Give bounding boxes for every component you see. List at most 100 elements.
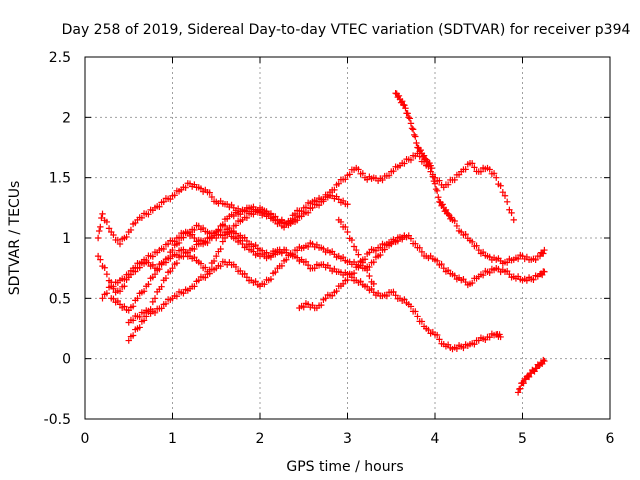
data-point	[451, 272, 458, 279]
data-point	[401, 232, 408, 239]
data-point	[432, 185, 440, 193]
data-point	[283, 246, 290, 254]
x-tick-label: 3	[343, 431, 352, 447]
data-point	[309, 204, 316, 212]
data-point	[202, 274, 209, 281]
data-point	[129, 317, 137, 324]
data-point	[416, 244, 423, 252]
data-point	[221, 234, 229, 242]
data-point	[226, 224, 233, 232]
data-point	[206, 234, 213, 241]
data-point	[121, 275, 128, 283]
data-point	[210, 257, 218, 265]
data-point	[110, 231, 117, 239]
data-point	[134, 295, 141, 302]
data-point	[404, 110, 411, 117]
data-point	[497, 182, 504, 189]
data-point	[136, 264, 143, 271]
x-tick-label: 1	[168, 431, 177, 447]
data-point	[243, 274, 251, 281]
data-point	[195, 240, 202, 248]
data-point	[451, 217, 458, 225]
y-tick-label: -0.5	[44, 412, 71, 428]
data-point	[311, 265, 318, 272]
data-point	[395, 92, 403, 99]
data-point	[359, 170, 367, 177]
data-point	[479, 271, 487, 279]
data-point	[322, 295, 329, 302]
data-point	[267, 275, 275, 283]
data-point	[132, 268, 139, 275]
data-point	[402, 105, 409, 112]
y-tick-label: 1.5	[49, 171, 71, 187]
data-point	[370, 258, 377, 266]
y-axis-label: SDTVAR / TECUs	[7, 181, 23, 296]
data-point	[541, 268, 548, 275]
data-point	[129, 332, 137, 339]
data-point	[213, 234, 220, 242]
data-point	[442, 206, 450, 214]
data-point	[468, 238, 476, 246]
data-point	[241, 270, 248, 277]
data-point	[151, 295, 159, 302]
data-point	[453, 345, 461, 352]
y-tick-label: 0.5	[49, 291, 71, 307]
data-point	[116, 288, 124, 295]
data-point	[267, 210, 275, 217]
data-point	[428, 164, 435, 172]
data-point	[110, 283, 117, 290]
data-point	[355, 262, 362, 270]
data-point	[355, 166, 362, 173]
data-point	[377, 251, 384, 259]
data-point	[105, 225, 113, 232]
data-point	[173, 293, 181, 300]
data-point	[191, 226, 198, 234]
data-point	[149, 298, 157, 306]
data-point	[379, 176, 386, 184]
data-point	[357, 278, 364, 285]
data-point	[320, 198, 327, 205]
data-point	[217, 226, 224, 234]
data-point	[232, 222, 240, 229]
data-point	[258, 206, 266, 213]
data-point	[333, 287, 340, 295]
data-point	[272, 268, 279, 276]
data-point	[202, 238, 209, 245]
data-point	[125, 337, 132, 344]
data-point	[394, 237, 402, 245]
data-point	[462, 166, 469, 173]
data-point	[499, 189, 507, 196]
data-point	[479, 248, 487, 256]
data-point	[129, 303, 137, 310]
data-point	[180, 253, 187, 260]
data-point	[429, 171, 437, 178]
data-point	[160, 245, 167, 253]
data-point	[407, 156, 415, 164]
data-point	[339, 280, 347, 288]
data-point	[423, 156, 430, 163]
data-point	[398, 98, 406, 105]
data-point	[510, 216, 517, 224]
data-point	[490, 170, 498, 177]
data-point	[339, 253, 347, 261]
data-point	[409, 126, 417, 133]
data-point	[278, 250, 286, 257]
data-point	[197, 260, 205, 267]
data-point	[171, 192, 178, 199]
data-point	[525, 373, 533, 381]
data-point	[414, 313, 421, 320]
data-point	[411, 131, 418, 139]
data-point	[267, 253, 275, 261]
data-point	[405, 114, 412, 121]
x-tick-label: 0	[81, 431, 90, 447]
data-point	[425, 326, 432, 334]
data-point	[453, 222, 461, 230]
data-point	[444, 210, 452, 218]
data-point	[241, 234, 248, 241]
data-point	[278, 262, 286, 270]
data-point	[433, 187, 441, 195]
data-point	[103, 290, 111, 297]
y-tick-label: 2	[62, 110, 71, 126]
data-point	[173, 259, 181, 267]
data-point	[287, 219, 294, 226]
